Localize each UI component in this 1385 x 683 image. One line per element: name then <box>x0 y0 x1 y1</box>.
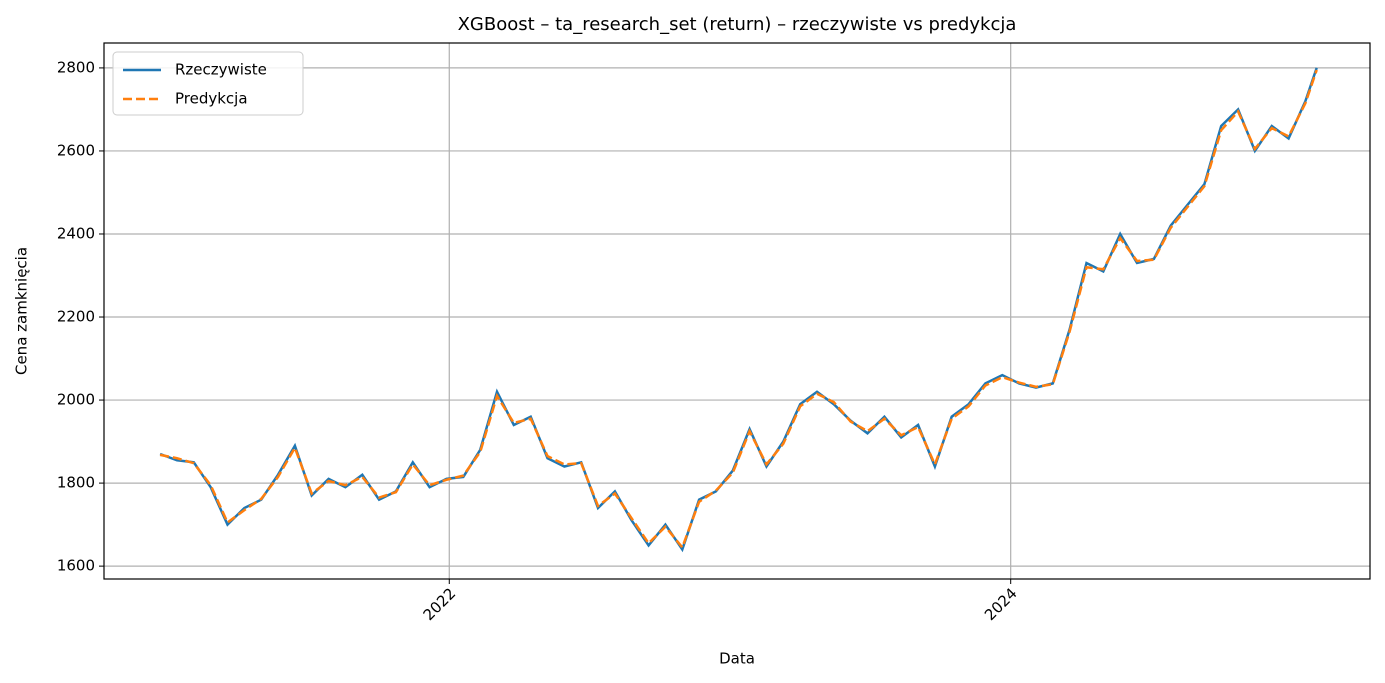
y-tick-label: 2200 <box>57 308 95 326</box>
y-tick-label: 2800 <box>57 58 95 76</box>
y-tick-label: 2000 <box>57 391 95 409</box>
y-tick-label: 2400 <box>57 224 95 242</box>
plot-frame <box>103 42 1371 580</box>
series-line <box>159 67 1318 553</box>
x-axis-label: Data <box>719 650 755 668</box>
legend-box <box>112 51 304 116</box>
x-tick-label: 2024 <box>981 584 1021 624</box>
y-axis-label: Cena zamknięcia <box>13 247 31 375</box>
x-tick-label: 2022 <box>420 584 460 624</box>
y-tick-label: 2600 <box>57 141 95 159</box>
legend-label: Rzeczywiste <box>175 61 267 79</box>
series-line <box>159 69 1318 550</box>
chart-title: XGBoost – ta_research_set (return) – rze… <box>458 14 1017 35</box>
y-tick-label: 1800 <box>57 474 95 492</box>
y-tick-label: 1600 <box>57 557 95 575</box>
legend-label: Predykcja <box>175 90 248 108</box>
